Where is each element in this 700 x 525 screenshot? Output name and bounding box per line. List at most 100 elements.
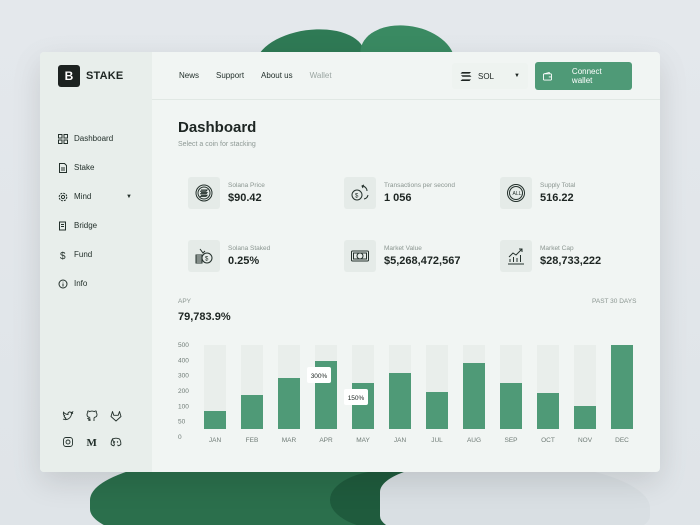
sidebar-item-dashboard[interactable]: Dashboard bbox=[58, 124, 132, 153]
coin-select-value: SOL bbox=[478, 71, 495, 81]
x-tick-label: FEB bbox=[246, 437, 259, 444]
stat-value: 0.25% bbox=[228, 255, 260, 267]
bar bbox=[278, 378, 300, 429]
social-links: M bbox=[62, 410, 122, 448]
y-tick-label: 200 bbox=[178, 388, 189, 395]
stat-value: $90.42 bbox=[228, 192, 262, 204]
bar bbox=[241, 395, 263, 429]
wallet-icon bbox=[543, 71, 552, 81]
period-filter[interactable]: PAST 30 DAYS bbox=[592, 298, 637, 305]
info-icon bbox=[58, 279, 68, 288]
connect-wallet-button[interactable]: Connect wallet bbox=[535, 62, 632, 90]
sidebar-item-label: Bridge bbox=[74, 221, 98, 230]
x-tick-label: JUL bbox=[431, 437, 443, 444]
solana-coin-icon bbox=[188, 177, 220, 209]
svg-text:M: M bbox=[87, 437, 98, 448]
nav-link-wallet[interactable]: Wallet bbox=[309, 71, 332, 80]
stat-card: Market Cap $28,733,222 bbox=[500, 233, 645, 279]
bar bbox=[574, 406, 596, 429]
sidebar-item-label: Info bbox=[74, 279, 88, 288]
gitlab-icon[interactable] bbox=[110, 410, 122, 422]
page-subtitle: Select a coin for stacking bbox=[178, 141, 256, 148]
medium-icon[interactable]: M bbox=[86, 436, 98, 448]
stat-value: 516.22 bbox=[540, 192, 574, 204]
y-tick-label: 500 bbox=[178, 342, 189, 349]
instagram-icon[interactable] bbox=[62, 436, 74, 448]
grid-icon bbox=[58, 133, 68, 144]
brand-logo[interactable]: B STAKE bbox=[58, 65, 123, 87]
bar bbox=[537, 393, 559, 429]
apy-label: APY bbox=[178, 298, 192, 305]
stat-card: $ Solana Staked 0.25% bbox=[188, 233, 333, 279]
y-tick-label: 400 bbox=[178, 357, 189, 364]
x-tick-label: JAN bbox=[394, 437, 407, 444]
document-icon bbox=[59, 162, 67, 173]
x-tick-label: SEP bbox=[504, 437, 517, 444]
sidebar-item-mind[interactable]: Mind ▼ bbox=[58, 182, 132, 211]
annotation-label: 300% bbox=[311, 373, 328, 380]
nav-link-news[interactable]: News bbox=[179, 71, 200, 80]
sidebar-item-stake[interactable]: Stake bbox=[58, 153, 132, 182]
sidebar-item-fund[interactable]: $ Fund bbox=[58, 240, 132, 269]
all-coins-icon: ALL bbox=[500, 177, 532, 209]
stat-label: Solana Price bbox=[228, 182, 265, 189]
solana-icon bbox=[460, 72, 472, 81]
coin-select[interactable]: SOL ▼ bbox=[452, 63, 528, 89]
svg-text:$: $ bbox=[205, 257, 209, 263]
caret-down-icon: ▼ bbox=[126, 193, 132, 200]
top-bar: News Support About us Wallet SOL ▼ Conne… bbox=[152, 52, 660, 100]
sidebar-item-bridge[interactable]: Bridge bbox=[58, 211, 132, 240]
connect-wallet-label: Connect wallet bbox=[571, 67, 602, 85]
y-tick-label: 50 bbox=[178, 419, 186, 426]
banknote-icon bbox=[344, 240, 376, 272]
book-icon bbox=[59, 221, 66, 230]
coin-stack-icon: $ bbox=[188, 240, 220, 272]
stat-label: Solana Staked bbox=[228, 245, 271, 252]
stat-label: Market Cap bbox=[540, 245, 574, 252]
stat-label: Market Value bbox=[384, 245, 422, 252]
svg-text:$: $ bbox=[60, 251, 66, 260]
brand-name: STAKE bbox=[86, 70, 124, 82]
y-tick-label: 300 bbox=[178, 373, 189, 380]
x-tick-label: JAN bbox=[209, 437, 222, 444]
x-tick-label: DEC bbox=[615, 437, 629, 444]
stat-value: $5,268,472,567 bbox=[384, 255, 461, 267]
x-tick-label: AUG bbox=[467, 437, 481, 444]
growth-chart-icon bbox=[500, 240, 532, 272]
bar bbox=[204, 411, 226, 429]
app-window: B STAKE Dashboard Stake Mind ▼ Bridge bbox=[40, 52, 660, 472]
page-title: Dashboard bbox=[178, 119, 257, 136]
top-nav: News Support About us Wallet bbox=[179, 71, 332, 80]
sidebar-item-label: Dashboard bbox=[74, 134, 114, 143]
sidebar-item-info[interactable]: Info bbox=[58, 269, 132, 298]
github-icon[interactable] bbox=[86, 410, 98, 422]
sidebar-item-label: Mind bbox=[74, 192, 92, 201]
sidebar-item-label: Stake bbox=[74, 163, 95, 172]
twitter-icon[interactable] bbox=[62, 410, 74, 422]
y-tick-label: 0 bbox=[178, 434, 182, 441]
x-tick-label: OCT bbox=[541, 437, 555, 444]
sidebar-nav: Dashboard Stake Mind ▼ Bridge $ Fund I bbox=[58, 124, 132, 298]
bar bbox=[500, 383, 522, 429]
x-tick-label: APR bbox=[319, 437, 333, 444]
stat-label: Supply Total bbox=[540, 182, 576, 189]
sidebar-item-label: Fund bbox=[74, 250, 93, 259]
y-tick-label: 100 bbox=[178, 403, 189, 410]
annotation-box bbox=[344, 389, 368, 405]
nav-link-about[interactable]: About us bbox=[261, 71, 293, 80]
stat-card: ALL Supply Total 516.22 bbox=[500, 170, 645, 216]
brand-mark: B bbox=[58, 65, 80, 87]
sidebar: B STAKE Dashboard Stake Mind ▼ Bridge bbox=[40, 52, 152, 472]
bar bbox=[611, 345, 633, 429]
bar bbox=[389, 373, 411, 429]
stat-card: Solana Price $90.42 bbox=[188, 170, 333, 216]
bar-background bbox=[204, 345, 226, 429]
dollar-icon: $ bbox=[60, 251, 66, 260]
stat-card: Market Value $5,268,472,567 bbox=[344, 233, 489, 279]
x-tick-label: MAY bbox=[356, 437, 370, 444]
bar bbox=[426, 392, 448, 429]
svg-text:ALL: ALL bbox=[513, 191, 522, 197]
nav-link-support[interactable]: Support bbox=[216, 71, 245, 80]
discord-icon[interactable] bbox=[110, 436, 122, 448]
